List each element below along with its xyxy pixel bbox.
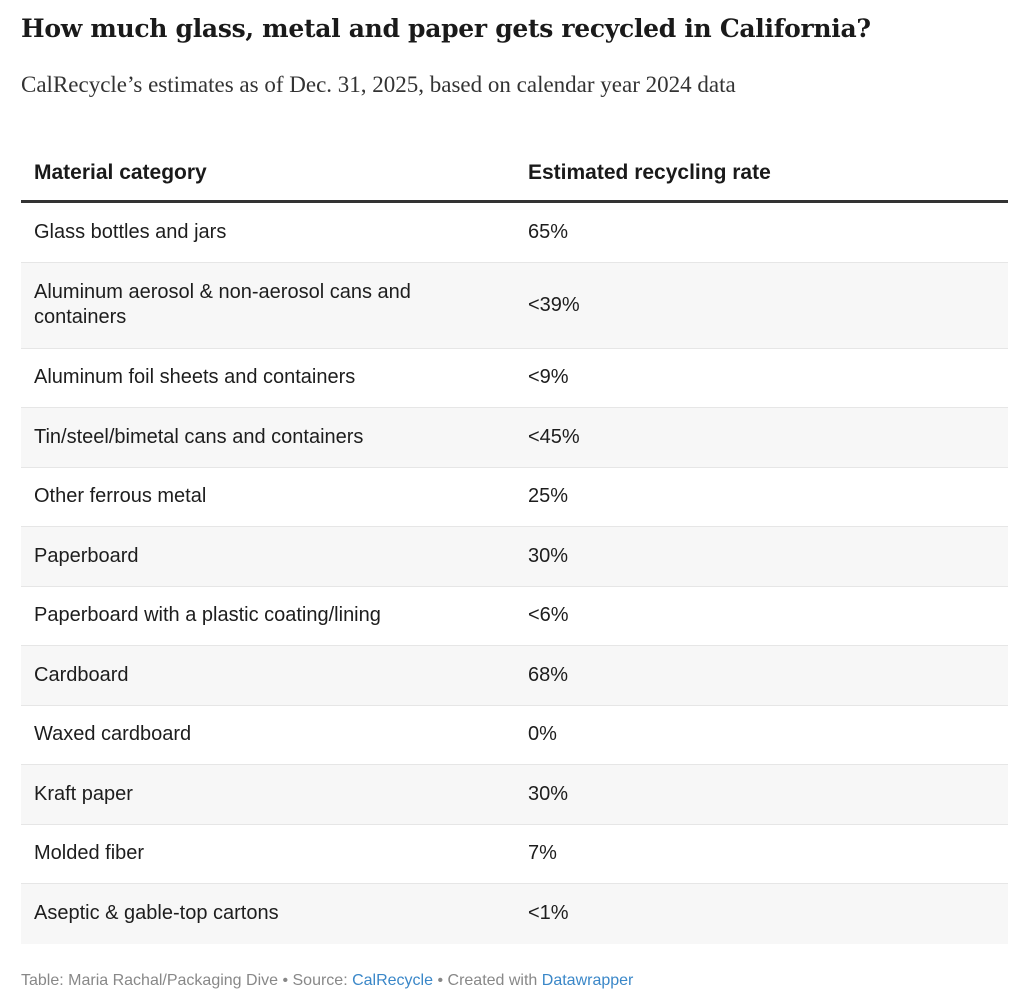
material-cell: Paperboard with a plastic coating/lining	[34, 604, 381, 627]
material-cell: Waxed cardboard	[34, 723, 192, 746]
table-row: Glass bottles and jars 65%	[21, 203, 1008, 263]
material-cell: Glass bottles and jars	[34, 220, 227, 243]
material-cell: Molded fiber	[34, 842, 145, 865]
rate-cell: <1%	[528, 902, 569, 925]
chart-subtitle: CalRecycle’s estimates as of Dec. 31, 20…	[21, 72, 736, 97]
rate-cell: <45%	[528, 425, 580, 448]
rate-cell: 30%	[528, 782, 569, 805]
table-row: Waxed cardboard 0%	[21, 706, 1008, 765]
rate-cell: <9%	[528, 366, 569, 389]
footer-credit: Table: Maria Rachal/Packaging Dive • Sou…	[21, 972, 353, 989]
chart-title: How much glass, metal and paper gets rec…	[21, 14, 871, 43]
table-header: Material category Estimated recycling ra…	[21, 145, 1008, 203]
material-cell: Tin/steel/bimetal cans and containers	[34, 425, 364, 448]
rate-cell: <6%	[528, 604, 569, 627]
source-link[interactable]: CalRecycle	[352, 972, 434, 989]
rate-cell: 25%	[528, 485, 569, 508]
material-cell: Cardboard	[34, 663, 129, 686]
table-row: Tin/steel/bimetal cans and containers <45…	[21, 408, 1008, 468]
material-cell: Aluminum foil sheets and containers	[34, 366, 356, 389]
material-cell: Aluminum aerosol & non-aerosol cans and …	[34, 281, 411, 328]
table-row: Aluminum aerosol & non-aerosol cans and …	[21, 262, 1008, 349]
table-row: Cardboard 68%	[21, 646, 1008, 706]
rate-cell: <39%	[528, 293, 580, 316]
rate-cell: 65%	[528, 220, 569, 243]
column-header-rate[interactable]: Estimated recycling rate	[528, 160, 771, 184]
column-header-material[interactable]: Material category	[34, 160, 207, 184]
footer-created: • Created with	[433, 972, 542, 989]
material-cell: Other ferrous metal	[34, 485, 207, 508]
table-body: Glass bottles and jars 65% Aluminum aeroso…	[21, 203, 1008, 944]
table-row: Aseptic & gable-top cartons <1%	[21, 884, 1008, 944]
table-row: Other ferrous metal 25%	[21, 468, 1008, 527]
table-row: Paperboard 30%	[21, 527, 1008, 587]
rate-cell: 0%	[528, 723, 557, 746]
material-cell: Paperboard	[34, 544, 139, 567]
table-row: Aluminum foil sheets and containers <9%	[21, 349, 1008, 408]
material-cell: Aseptic & gable-top cartons	[34, 902, 279, 925]
rate-cell: 30%	[528, 544, 569, 567]
footer: Table: Maria Rachal/Packaging Dive • Sou…	[21, 972, 633, 990]
table-row: Kraft paper 30%	[21, 765, 1008, 825]
table-row: Molded fiber 7%	[21, 825, 1008, 884]
material-cell: Kraft paper	[34, 782, 133, 805]
rate-cell: 68%	[528, 663, 569, 686]
datawrapper-link[interactable]: Datawrapper	[541, 972, 634, 989]
rate-cell: 7%	[528, 842, 557, 865]
data-table: Material category Estimated recycling ra…	[21, 145, 1008, 944]
table-row: Paperboard with a plastic coating/lining…	[21, 587, 1008, 646]
